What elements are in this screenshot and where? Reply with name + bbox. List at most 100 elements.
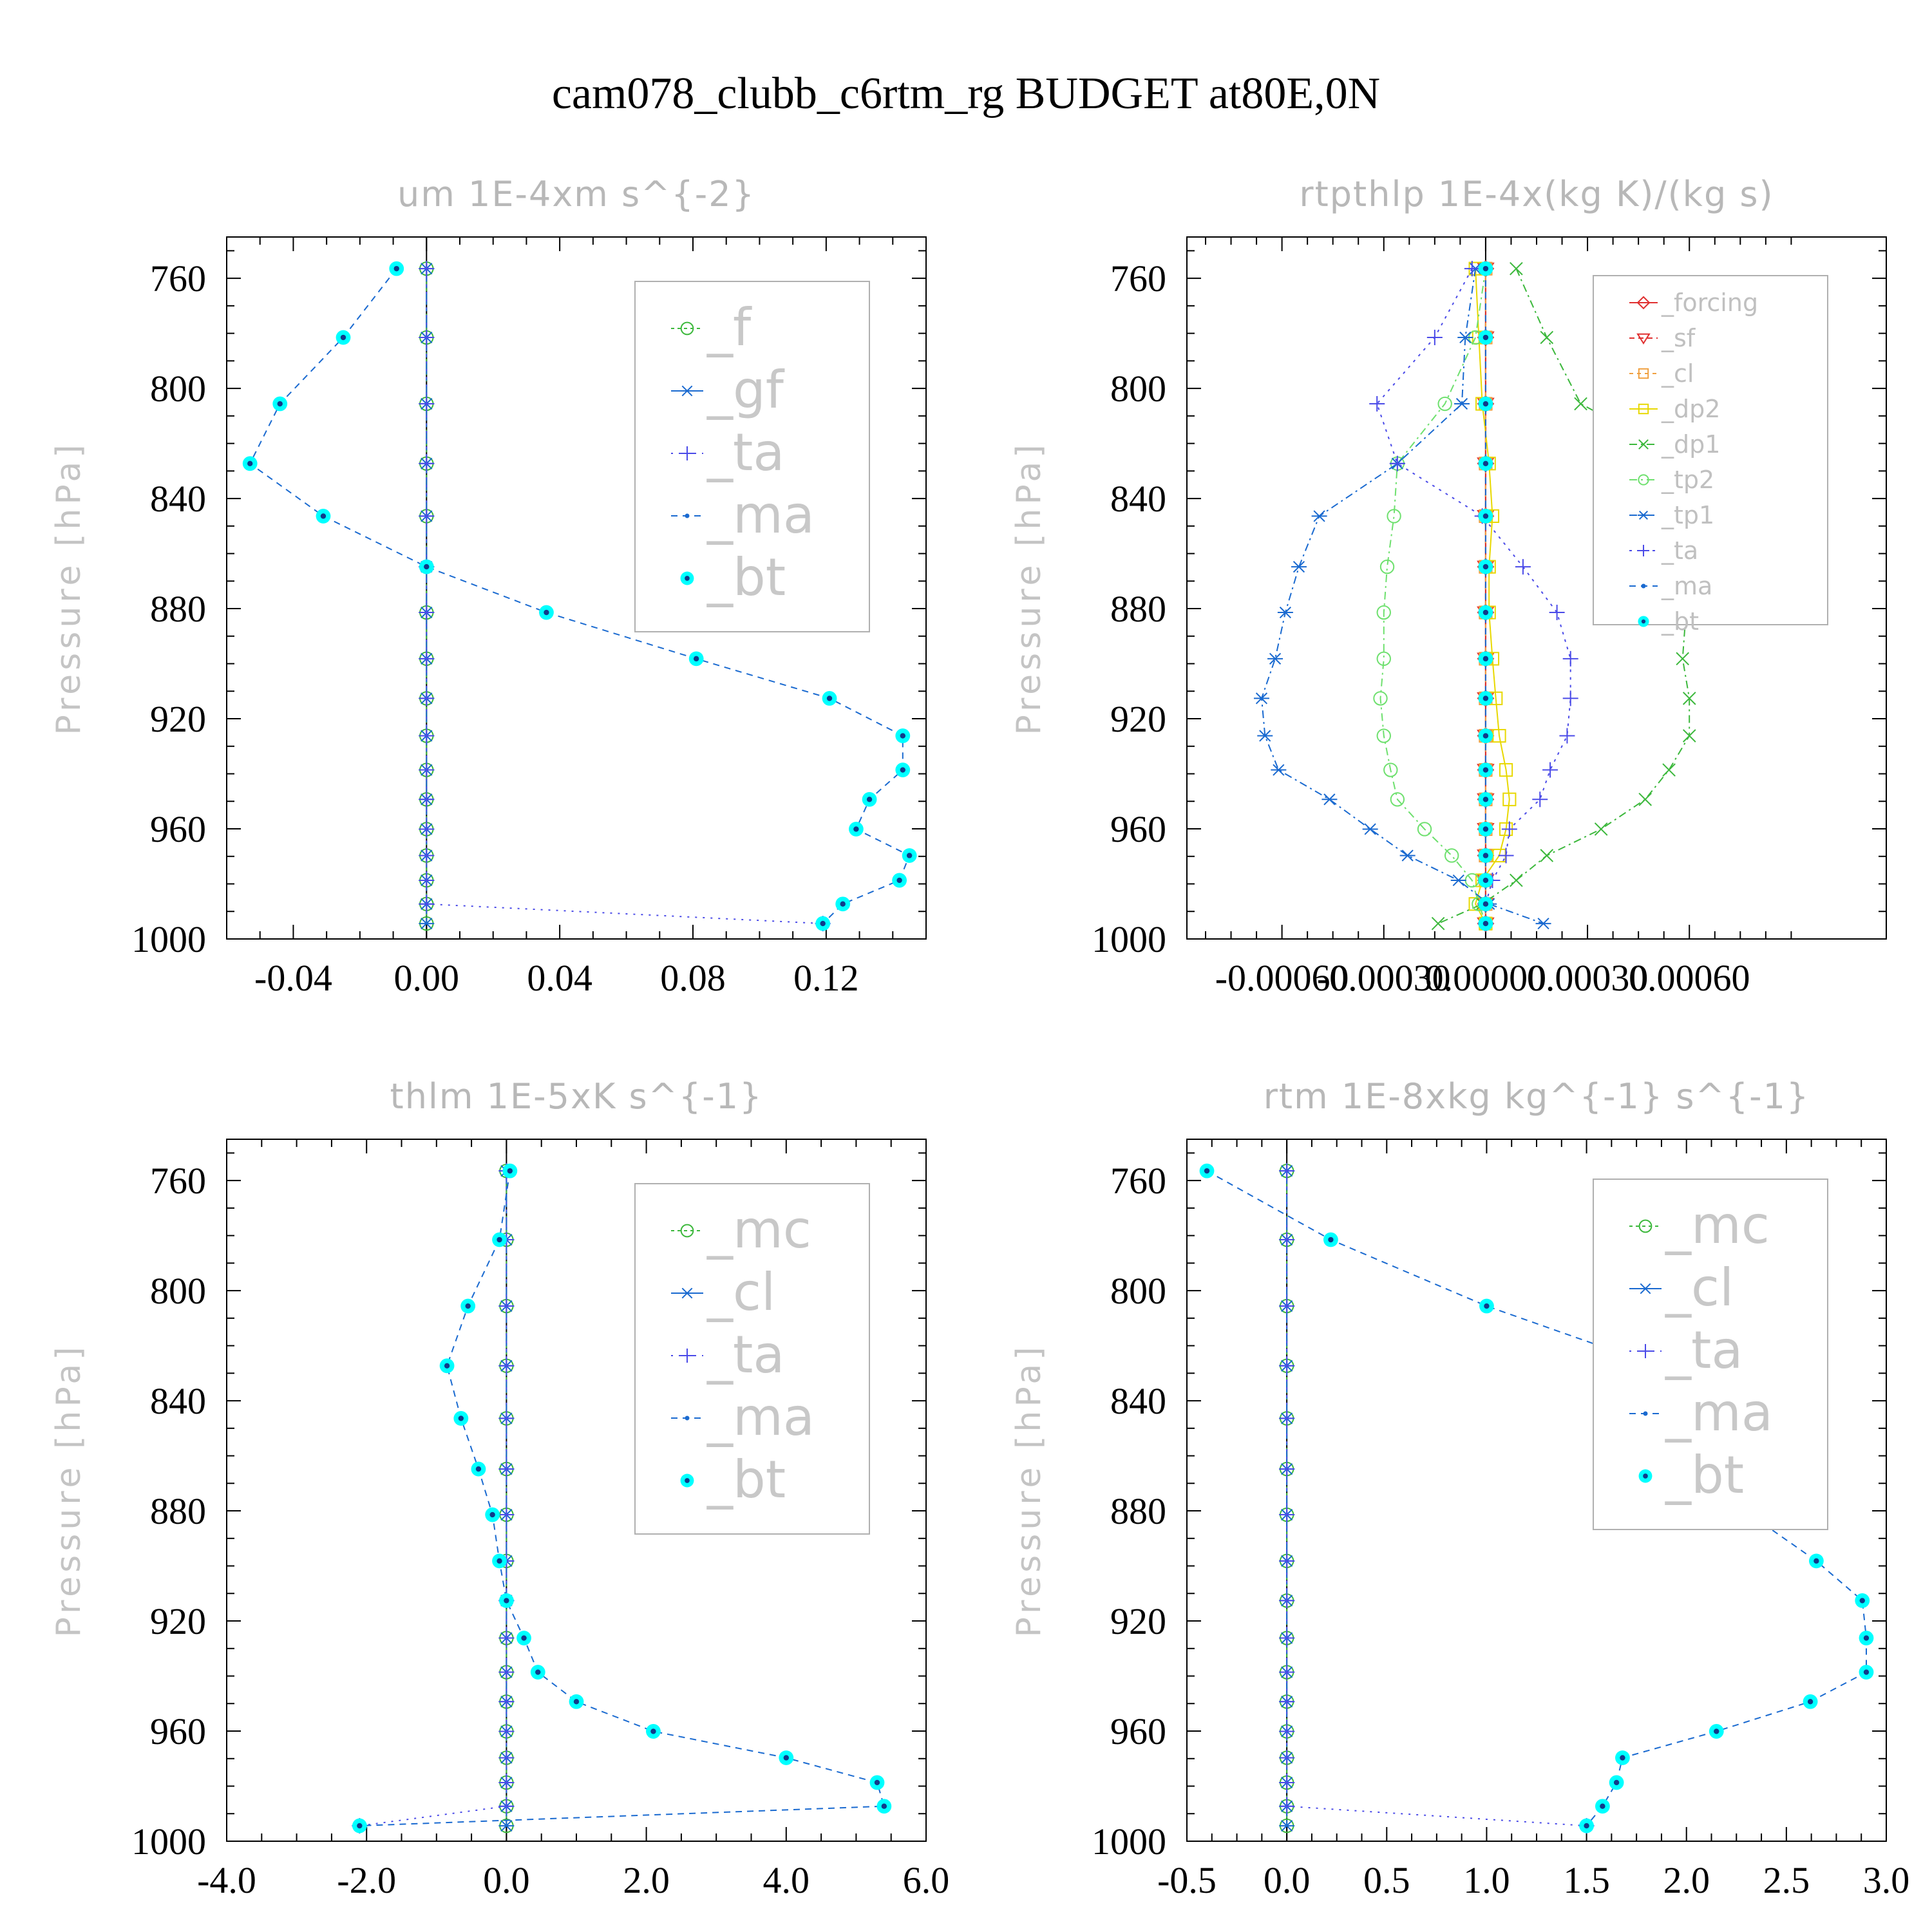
y-tick-label: 960 bbox=[150, 808, 206, 850]
series-line-ta bbox=[426, 269, 823, 925]
x-tick-label: 6.0 bbox=[903, 1859, 950, 1901]
data-point-tp2 bbox=[1437, 396, 1452, 412]
legend-marker-mc bbox=[680, 1224, 694, 1238]
data-point-ta bbox=[1279, 1410, 1295, 1426]
data-point-bt-center bbox=[866, 797, 873, 802]
data-point-bt-center bbox=[1204, 1168, 1210, 1174]
y-tick-label: 880 bbox=[1110, 1490, 1166, 1532]
x-tick-label: -0.00060 bbox=[1215, 957, 1349, 999]
data-point-ta bbox=[1549, 605, 1565, 621]
data-point-bt-center bbox=[1484, 1303, 1490, 1309]
legend: _forcing _sf _cl _dp2 _dp1 _tp2 _tp1 _ta _ma _bt bbox=[1593, 275, 1828, 636]
legend-label-cl: _cl bbox=[1661, 359, 1694, 388]
data-point-ta bbox=[1498, 848, 1514, 864]
data-point-bt-center bbox=[1863, 1635, 1870, 1641]
data-point-tp2 bbox=[1390, 792, 1405, 807]
data-point-dp1 bbox=[1574, 397, 1587, 411]
data-point-bt-center bbox=[573, 1699, 580, 1705]
chart-subtitle: um 1E-4xm s^{-2} bbox=[397, 174, 755, 214]
legend: _mc_cl_ta_ma_bt bbox=[634, 1183, 870, 1535]
legend-label-tp2: _tp2 bbox=[1661, 466, 1714, 494]
data-point-ta bbox=[419, 821, 435, 837]
legend-label-f: _f bbox=[706, 298, 752, 357]
legend-label-tp1: _tp1 bbox=[1661, 501, 1714, 529]
data-point-bt-center bbox=[896, 877, 902, 884]
data-point-bt-center bbox=[1482, 853, 1489, 858]
data-point-bt-center bbox=[1482, 733, 1489, 739]
data-point-ta bbox=[419, 848, 435, 864]
y-axis-label: Pressure [hPa] bbox=[1010, 441, 1048, 735]
data-point-tp1 bbox=[1321, 793, 1338, 806]
data-point-ta bbox=[1562, 690, 1578, 706]
x-tick-label: -0.04 bbox=[254, 957, 332, 999]
legend-label-ma: _ma bbox=[1661, 572, 1712, 600]
x-tick-label: 4.0 bbox=[763, 1859, 810, 1901]
data-point-dp2 bbox=[1502, 792, 1517, 806]
data-point-tp1 bbox=[1291, 560, 1307, 573]
data-point-bt-center bbox=[1482, 797, 1489, 802]
data-point-bt-center bbox=[497, 1558, 502, 1564]
y-tick-label: 1000 bbox=[131, 1821, 206, 1862]
data-point-bt-center bbox=[320, 513, 327, 519]
data-point-bt-center bbox=[840, 901, 846, 907]
data-point-ta bbox=[1279, 1664, 1295, 1680]
y-tick-label: 920 bbox=[1110, 698, 1166, 740]
data-point-tp1 bbox=[1457, 331, 1473, 344]
y-tick-label: 800 bbox=[1110, 368, 1166, 410]
legend-marker-gf bbox=[680, 385, 694, 397]
data-point-ta bbox=[1279, 1630, 1295, 1646]
x-tick-label: 2.0 bbox=[1663, 1859, 1710, 1901]
data-point-dp2 bbox=[1499, 762, 1513, 777]
data-point-ta bbox=[419, 872, 435, 888]
x-tick-label: 1.5 bbox=[1563, 1859, 1610, 1901]
x-tick-label: 0.00060 bbox=[1629, 957, 1750, 999]
y-tick-label: 880 bbox=[1110, 588, 1166, 630]
x-tick-label: -4.0 bbox=[197, 1859, 256, 1901]
data-point-gf bbox=[419, 917, 435, 930]
legend-box bbox=[1593, 1179, 1828, 1530]
data-point-bt-center bbox=[783, 1755, 790, 1761]
legend: _f_gf_ta_ma_bt bbox=[634, 281, 870, 632]
legend-label-mc: _mc bbox=[706, 1200, 811, 1260]
panels: um 1E-4xm s^{-2} Pressure [hPa] 760 800 840 8… bbox=[50, 174, 1909, 1901]
x-tick-label: 0.5 bbox=[1363, 1859, 1410, 1901]
y-axis-label: Pressure [hPa] bbox=[1010, 1343, 1048, 1638]
series-group bbox=[1253, 260, 1723, 933]
legend-marker-bt-center bbox=[685, 576, 690, 581]
x-tick-label: 2.0 bbox=[623, 1859, 670, 1901]
legend-marker-cl bbox=[1638, 1283, 1653, 1294]
data-point-tp2 bbox=[1376, 728, 1391, 743]
legend-marker-forcing bbox=[1636, 296, 1651, 310]
legend-box bbox=[1593, 275, 1828, 625]
data-point-ta bbox=[419, 330, 435, 346]
x-tick-label: 0.00000 bbox=[1425, 957, 1547, 999]
data-point-ta bbox=[498, 1750, 515, 1766]
x-tick-label: 1.0 bbox=[1463, 1859, 1510, 1901]
data-point-ta bbox=[498, 1461, 515, 1477]
data-point-tp1 bbox=[1399, 849, 1416, 862]
data-point-ta bbox=[419, 762, 435, 778]
data-point-ta bbox=[1562, 650, 1578, 667]
legend-label-ma: _ma bbox=[706, 1387, 815, 1447]
data-point-cl bbox=[498, 1819, 515, 1832]
chart-subtitle: thlm 1E-5xK s^{-1} bbox=[390, 1076, 763, 1117]
y-tick-label: 840 bbox=[150, 1380, 206, 1422]
data-point-tp1 bbox=[1271, 764, 1287, 776]
data-point-bt-center bbox=[1328, 1236, 1334, 1243]
data-point-bt-center bbox=[507, 1168, 513, 1174]
legend-marker-ma bbox=[685, 513, 690, 518]
data-point-bt-center bbox=[1482, 656, 1489, 662]
data-point-ta bbox=[1279, 1798, 1295, 1814]
data-point-ta bbox=[498, 1507, 515, 1523]
data-point-tp2 bbox=[1417, 822, 1432, 837]
legend-label-gf: _gf bbox=[706, 360, 785, 420]
data-point-bt-center bbox=[1863, 1669, 1870, 1675]
legend-label-mc: _mc bbox=[1665, 1195, 1770, 1255]
data-point-bt-center bbox=[504, 1598, 509, 1604]
data-point-bt-center bbox=[1482, 609, 1489, 616]
data-point-tp1 bbox=[1257, 730, 1273, 742]
data-point-ta bbox=[498, 1723, 515, 1739]
series-line-ta bbox=[359, 1171, 507, 1827]
y-tick-label: 880 bbox=[150, 588, 206, 630]
y-tick-label: 920 bbox=[150, 698, 206, 740]
